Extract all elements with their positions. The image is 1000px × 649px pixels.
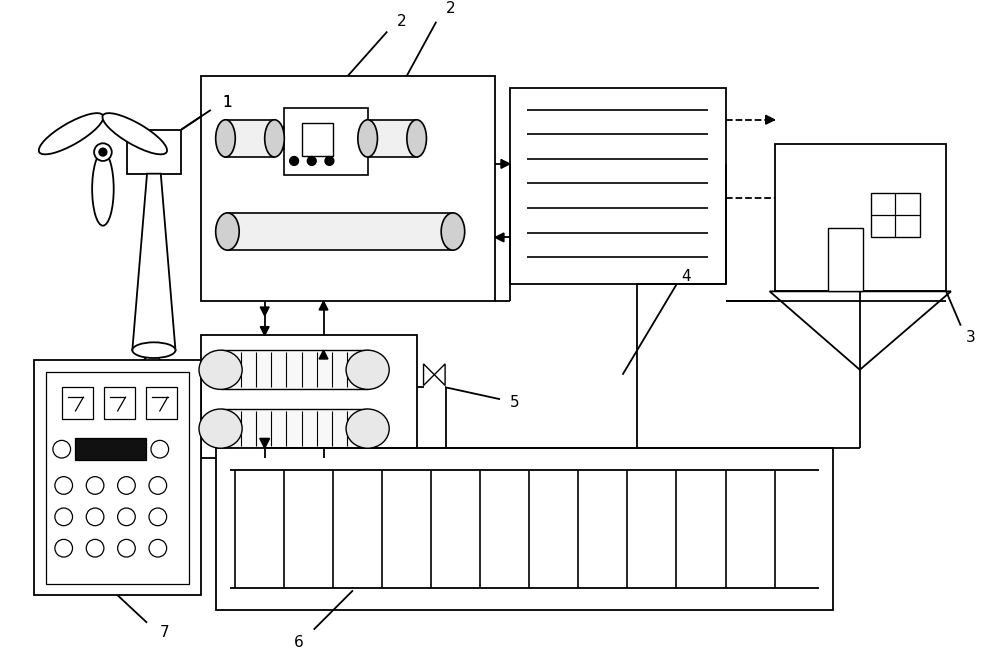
Ellipse shape: [92, 152, 114, 226]
Ellipse shape: [216, 120, 235, 157]
Ellipse shape: [102, 113, 167, 154]
Circle shape: [307, 156, 316, 165]
Bar: [46, 372, 189, 583]
Bar: [62, 387, 93, 419]
Circle shape: [86, 539, 104, 557]
Circle shape: [149, 539, 167, 557]
Bar: [216, 448, 833, 610]
Text: 3: 3: [966, 330, 975, 345]
Circle shape: [55, 476, 73, 495]
Polygon shape: [260, 307, 269, 316]
Text: 1: 1: [223, 95, 232, 110]
Ellipse shape: [358, 120, 377, 157]
Bar: [368, 120, 417, 157]
Circle shape: [53, 441, 71, 458]
Circle shape: [118, 508, 135, 526]
Text: 4: 4: [681, 269, 691, 284]
Bar: [828, 228, 863, 291]
Circle shape: [86, 508, 104, 526]
Text: 2: 2: [397, 14, 407, 29]
Polygon shape: [501, 160, 510, 168]
Text: 1: 1: [223, 95, 232, 110]
Circle shape: [55, 539, 73, 557]
Circle shape: [55, 508, 73, 526]
Circle shape: [86, 476, 104, 495]
Text: 5: 5: [510, 395, 520, 410]
Polygon shape: [260, 326, 269, 336]
Polygon shape: [766, 116, 775, 124]
Circle shape: [149, 508, 167, 526]
Text: 6: 6: [294, 635, 304, 649]
Text: 7: 7: [160, 625, 169, 640]
Ellipse shape: [346, 350, 389, 389]
Bar: [227, 213, 453, 250]
Ellipse shape: [407, 120, 426, 157]
Bar: [775, 144, 946, 291]
Bar: [104, 387, 135, 419]
Ellipse shape: [346, 409, 389, 448]
Bar: [75, 439, 146, 460]
Bar: [201, 76, 495, 301]
Polygon shape: [319, 350, 328, 359]
Circle shape: [118, 539, 135, 557]
Bar: [510, 88, 726, 284]
Circle shape: [118, 476, 135, 495]
Bar: [221, 409, 368, 448]
Polygon shape: [770, 291, 951, 370]
Ellipse shape: [216, 213, 239, 250]
Bar: [225, 120, 274, 157]
Polygon shape: [495, 233, 504, 242]
Circle shape: [325, 156, 334, 165]
Circle shape: [290, 156, 299, 165]
Bar: [146, 387, 177, 419]
Bar: [302, 123, 333, 156]
Bar: [284, 108, 368, 175]
Bar: [221, 350, 368, 389]
Circle shape: [99, 148, 107, 156]
Ellipse shape: [132, 342, 175, 358]
Bar: [871, 193, 920, 238]
Polygon shape: [260, 439, 270, 448]
Bar: [201, 336, 417, 458]
Polygon shape: [132, 174, 175, 350]
Ellipse shape: [441, 213, 465, 250]
Ellipse shape: [199, 350, 242, 389]
Polygon shape: [434, 364, 445, 386]
Polygon shape: [424, 364, 434, 386]
Bar: [34, 360, 201, 595]
Ellipse shape: [199, 409, 242, 448]
Ellipse shape: [265, 120, 284, 157]
Text: 2: 2: [446, 1, 456, 16]
Bar: [127, 130, 181, 174]
Circle shape: [149, 476, 167, 495]
Circle shape: [94, 143, 112, 161]
Circle shape: [151, 441, 169, 458]
Ellipse shape: [39, 113, 103, 154]
Polygon shape: [319, 301, 328, 310]
